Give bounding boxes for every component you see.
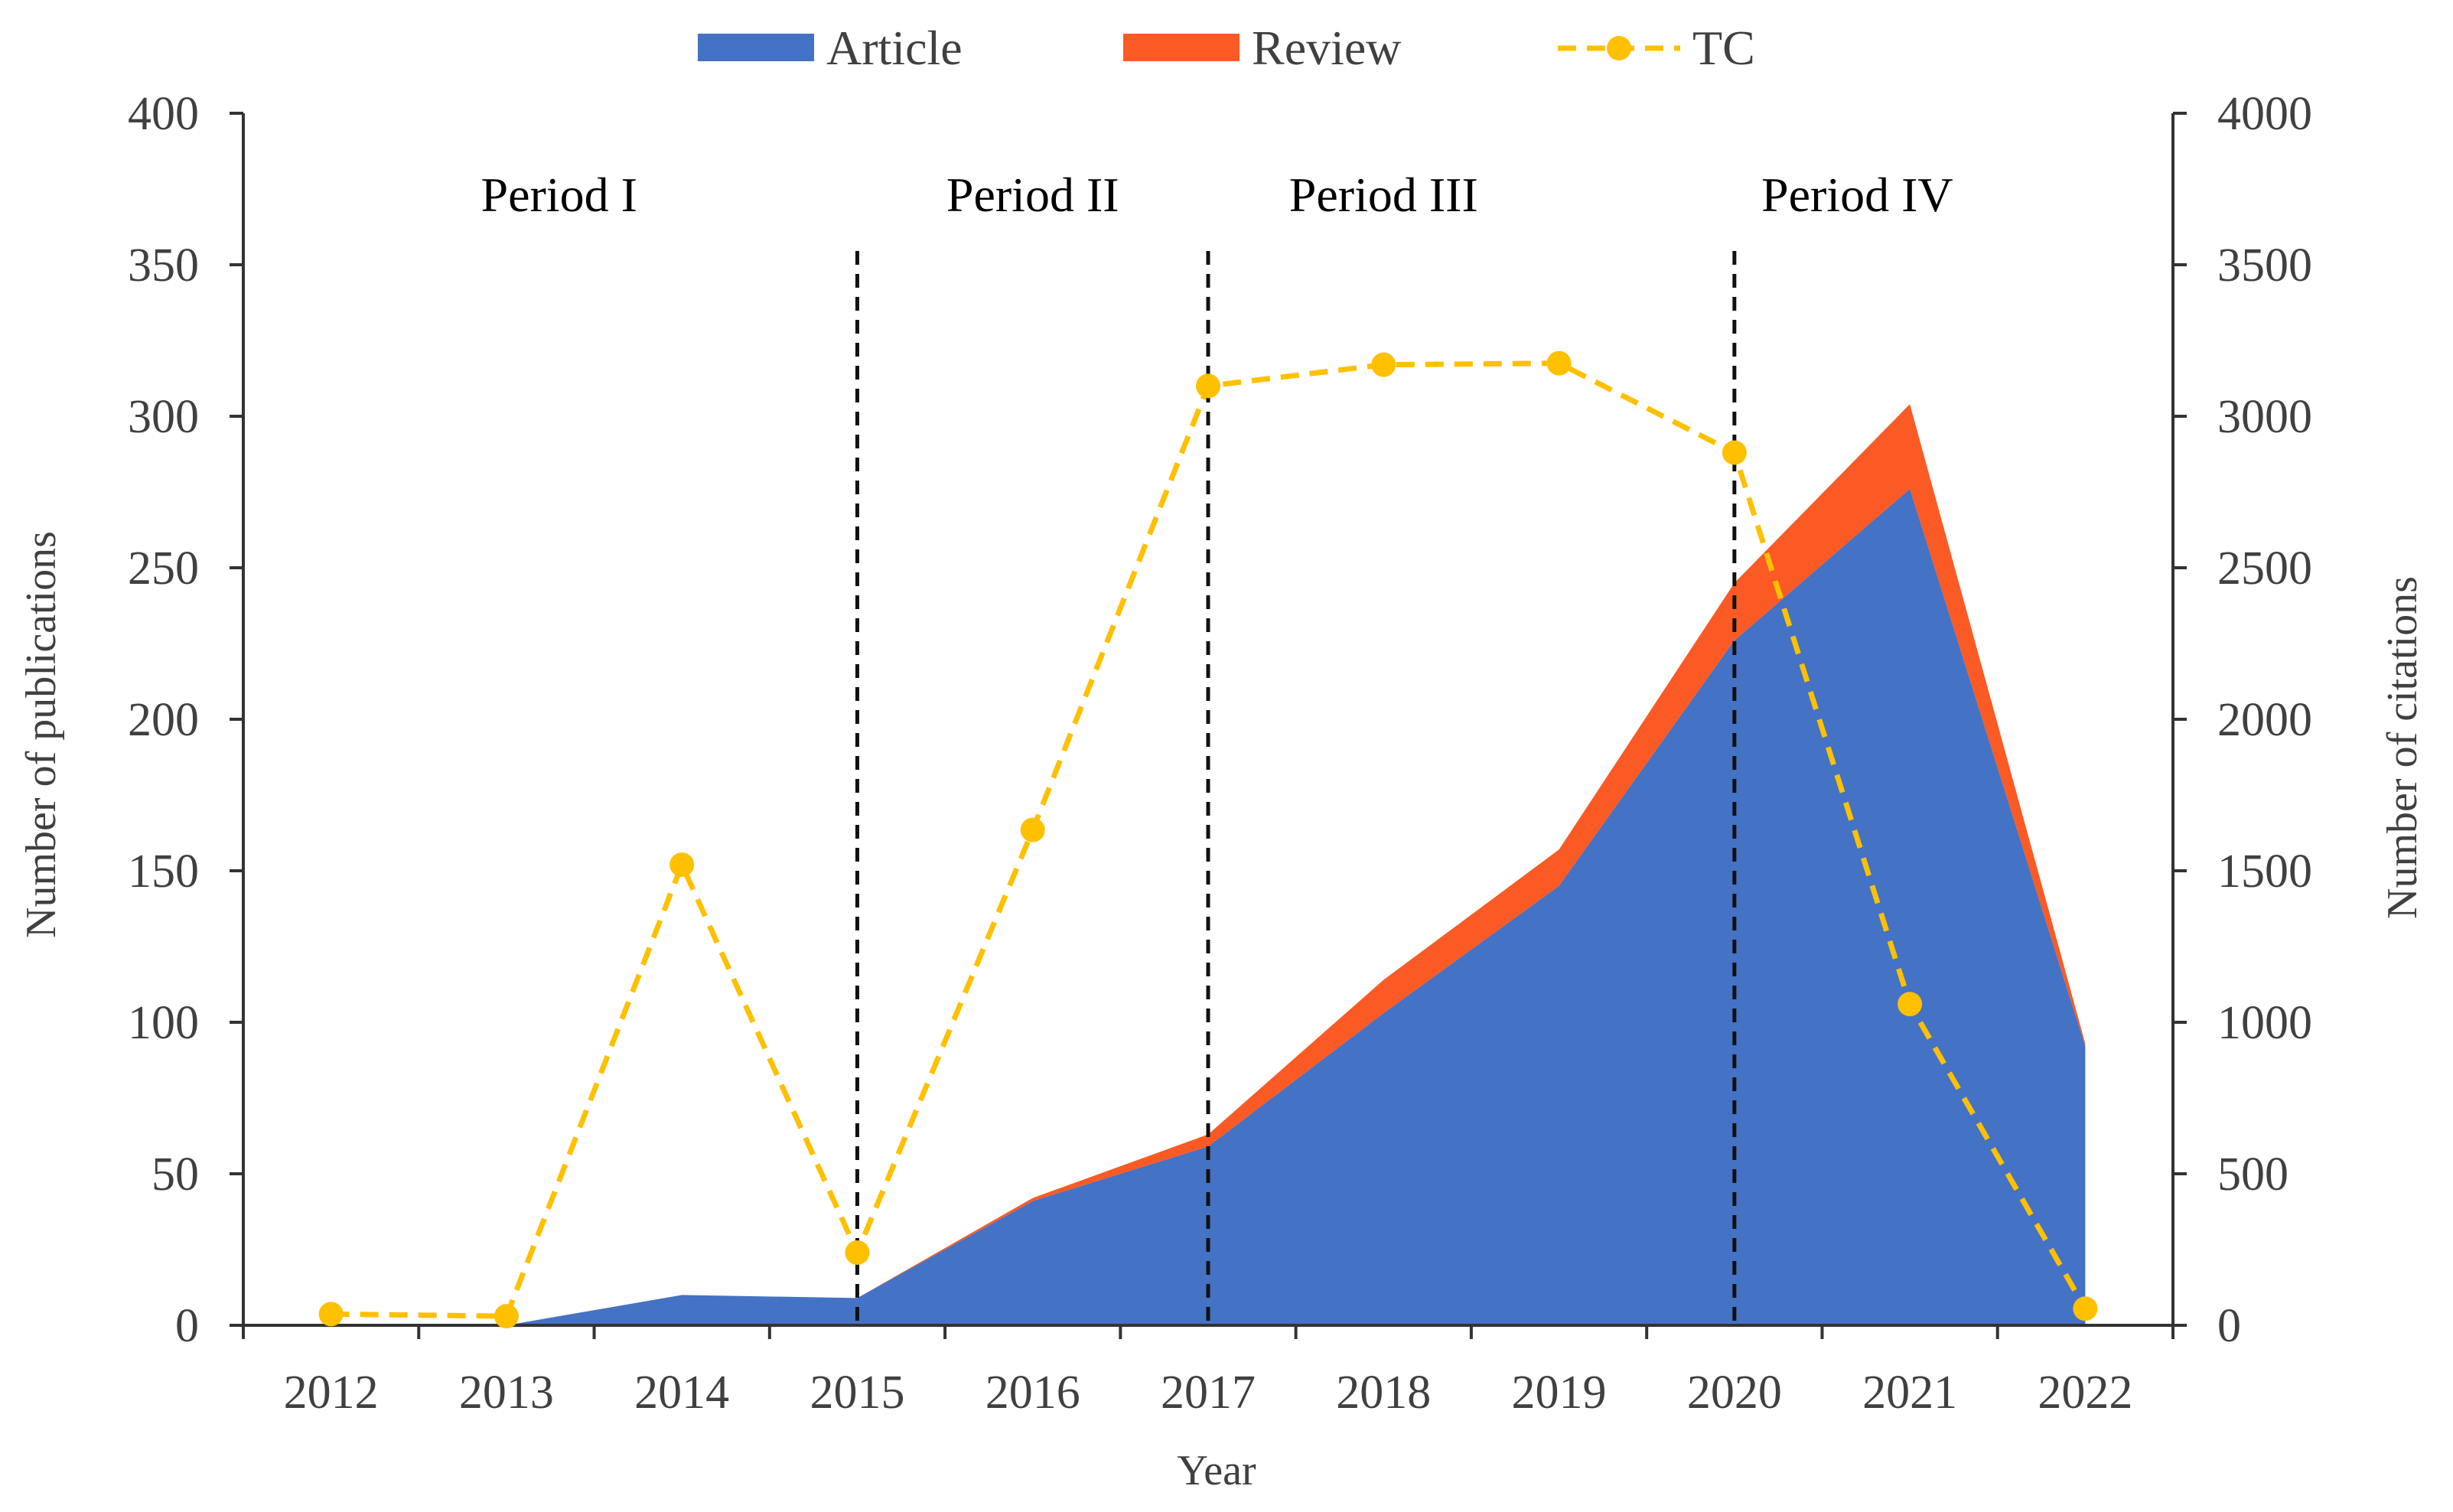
y-tick-label-right-1000: 1000 xyxy=(2217,997,2312,1049)
tc-point-2014 xyxy=(669,852,695,878)
y-tick-label-left-300: 300 xyxy=(128,391,199,443)
article-area xyxy=(331,489,2086,1325)
x-tick-label-2022: 2022 xyxy=(2038,1367,2132,1419)
legend-swatch-review xyxy=(1123,34,1240,61)
x-axis-label: Year xyxy=(1177,1447,1256,1494)
tc-point-2017 xyxy=(1196,373,1220,399)
y-tick-label-left-0: 0 xyxy=(175,1300,199,1352)
x-tick-label-2019: 2019 xyxy=(1512,1367,1607,1419)
y-tick-label-left-200: 200 xyxy=(128,694,199,746)
x-tick-label-2020: 2020 xyxy=(1687,1367,1782,1419)
tc-point-2019 xyxy=(1546,350,1572,376)
period-label-3: Period III xyxy=(1289,168,1478,222)
x-tick-label-2014: 2014 xyxy=(634,1367,729,1419)
y-tick-label-right-2000: 2000 xyxy=(2217,694,2312,746)
tc-point-2020 xyxy=(1722,440,1747,465)
y-tick-label-right-500: 500 xyxy=(2217,1149,2288,1201)
y-tick-label-right-0: 0 xyxy=(2217,1300,2241,1352)
x-tick-label-2012: 2012 xyxy=(284,1367,379,1419)
area-layer xyxy=(331,404,2086,1326)
x-tick-label-2013: 2013 xyxy=(459,1367,554,1419)
legend-label-tc: TC xyxy=(1692,21,1755,75)
tc-line-layer xyxy=(318,350,2098,1329)
tc-point-2013 xyxy=(494,1304,519,1329)
y-axis-label-right: Number of citations xyxy=(2379,576,2426,919)
y-axis-label-left: Number of publications xyxy=(18,531,65,938)
y-tick-label-right-1500: 1500 xyxy=(2217,846,2312,898)
period-label-4: Period IV xyxy=(1761,168,1953,222)
period-label-2: Period II xyxy=(946,168,1119,222)
y-tick-label-right-3000: 3000 xyxy=(2217,391,2312,443)
y-tick-label-left-350: 350 xyxy=(128,240,199,292)
period-labels: Period I Period II Period III Period IV xyxy=(481,168,1953,222)
tc-point-2012 xyxy=(318,1302,344,1327)
legend: Article Review TC xyxy=(698,21,1755,75)
y-tick-label-left-400: 400 xyxy=(128,88,199,140)
legend-swatch-article xyxy=(698,34,814,61)
tc-point-2015 xyxy=(845,1240,870,1265)
x-tick-label-2017: 2017 xyxy=(1161,1367,1256,1419)
x-tick-label-2021: 2021 xyxy=(1862,1367,1957,1419)
y-tick-label-right-2500: 2500 xyxy=(2217,543,2312,595)
x-tick-label-2015: 2015 xyxy=(810,1367,904,1419)
tc-point-2022 xyxy=(2073,1296,2098,1321)
period-dividers xyxy=(855,251,1737,1325)
tc-point-2016 xyxy=(1020,817,1045,842)
y-tick-label-right-4000: 4000 xyxy=(2217,88,2312,140)
legend-label-article: Article xyxy=(826,21,963,75)
review-area xyxy=(331,404,2086,1326)
tc-point-2021 xyxy=(1898,992,1923,1017)
x-tick-label-2016: 2016 xyxy=(985,1367,1080,1419)
period-label-1: Period I xyxy=(481,168,637,222)
y-tick-label-left-250: 250 xyxy=(128,543,199,595)
y-tick-label-left-50: 50 xyxy=(151,1149,199,1201)
axes: 2012 2013 2014 2015 2016 2017 2018 2019 2020 2021… xyxy=(128,88,2312,1419)
y-tick-label-left-100: 100 xyxy=(128,997,199,1049)
y-tick-label-right-3500: 3500 xyxy=(2217,240,2312,292)
legend-label-review: Review xyxy=(1252,21,1402,75)
tc-point-2018 xyxy=(1371,352,1396,377)
legend-marker-tc xyxy=(1607,36,1631,60)
x-tick-label-2018: 2018 xyxy=(1336,1367,1431,1419)
y-tick-label-left-150: 150 xyxy=(128,846,199,898)
